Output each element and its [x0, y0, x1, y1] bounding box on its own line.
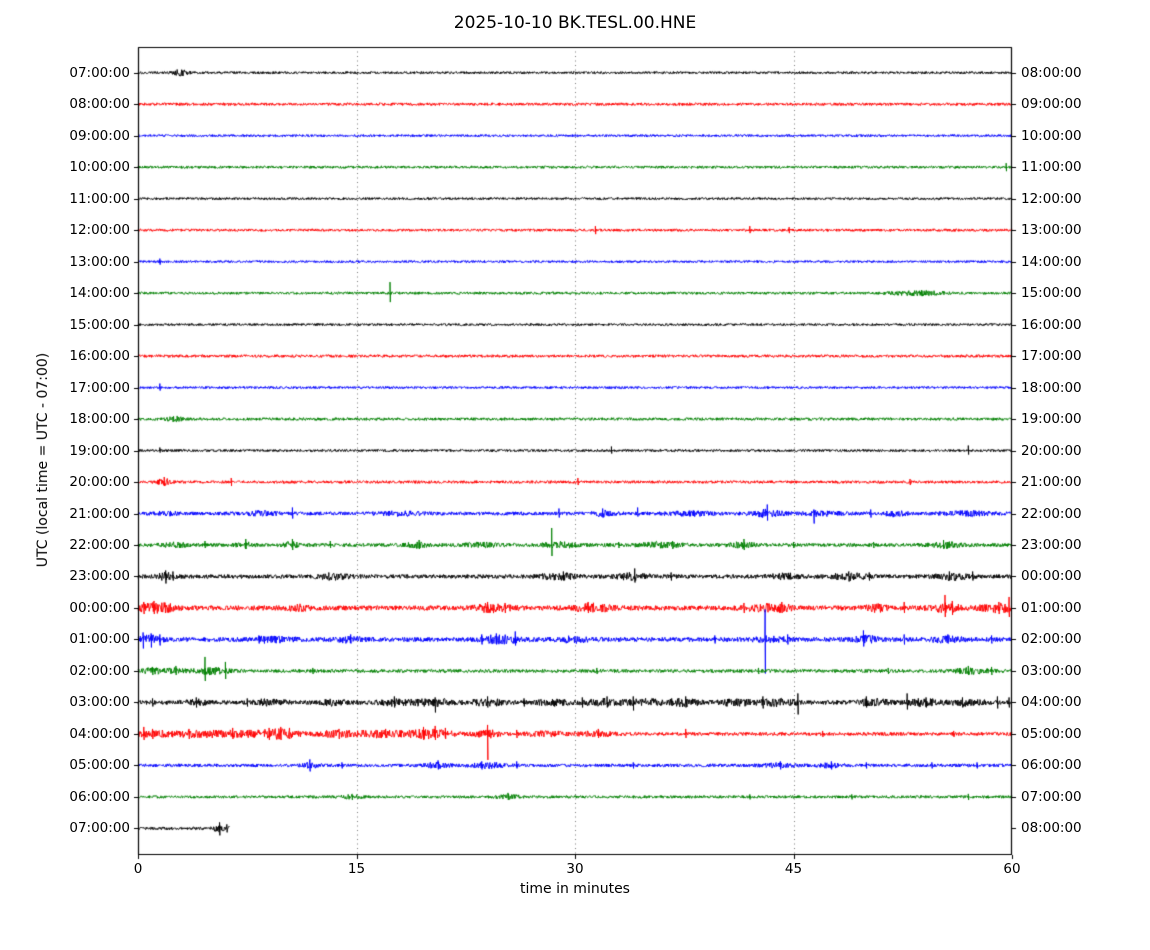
local-time-label: 11:00:00	[1021, 159, 1082, 176]
utc-time-label: 00:00:00	[69, 599, 130, 616]
local-time-label: 12:00:00	[1021, 190, 1082, 207]
utc-time-label: 14:00:00	[69, 285, 130, 302]
local-time-label: 01:00:00	[1021, 599, 1082, 616]
plot-title: 2025-10-10 BK.TESL.00.HNE	[453, 13, 697, 33]
local-time-label: 22:00:00	[1021, 505, 1082, 522]
utc-time-label: 10:00:00	[69, 159, 130, 176]
utc-time-label: 04:00:00	[69, 725, 130, 742]
utc-time-label: 05:00:00	[69, 757, 130, 774]
local-time-label: 14:00:00	[1021, 253, 1082, 270]
utc-time-label: 12:00:00	[69, 222, 130, 239]
utc-time-label: 20:00:00	[69, 474, 130, 491]
local-time-label: 18:00:00	[1021, 379, 1082, 396]
x-tick-label: 30	[566, 861, 584, 877]
utc-time-label: 19:00:00	[69, 442, 130, 459]
local-time-label: 03:00:00	[1021, 662, 1082, 679]
local-time-label: 16:00:00	[1021, 316, 1082, 333]
utc-time-label: 22:00:00	[69, 537, 130, 553]
utc-time-label: 17:00:00	[69, 379, 130, 396]
local-time-label: 04:00:00	[1021, 694, 1082, 711]
local-time-label: 08:00:00	[1021, 64, 1082, 81]
utc-time-label: 23:00:00	[69, 568, 130, 585]
local-time-label: 05:00:00	[1021, 725, 1082, 742]
utc-time-label: 08:00:00	[69, 96, 130, 113]
local-time-label: 21:00:00	[1021, 474, 1082, 491]
utc-time-label: 11:00:00	[69, 190, 130, 207]
utc-time-label: 07:00:00	[69, 64, 130, 81]
local-time-label: 20:00:00	[1021, 442, 1082, 459]
utc-time-label: 15:00:00	[69, 316, 130, 333]
utc-time-label: 02:00:00	[69, 662, 130, 679]
local-time-label: 17:00:00	[1021, 348, 1082, 365]
utc-time-label: 03:00:00	[69, 694, 130, 711]
utc-time-label: 09:00:00	[69, 127, 130, 144]
utc-time-label: 18:00:00	[69, 411, 130, 428]
utc-time-label: 16:00:00	[69, 348, 130, 365]
local-time-label: 13:00:00	[1021, 222, 1082, 239]
utc-time-label: 21:00:00	[69, 505, 130, 522]
local-time-label: 06:00:00	[1021, 757, 1082, 774]
x-tick-label: 0	[133, 861, 143, 877]
local-time-label: 00:00:00	[1021, 568, 1082, 585]
utc-time-label: 01:00:00	[69, 631, 130, 648]
utc-time-label: 07:00:00	[69, 820, 130, 837]
x-axis-label: time in minutes	[520, 881, 630, 897]
local-time-label: 02:00:00	[1021, 631, 1082, 648]
local-time-label: 23:00:00	[1021, 537, 1082, 553]
local-time-label: 08:00:00	[1021, 820, 1082, 837]
local-time-label: 07:00:00	[1021, 788, 1082, 805]
utc-time-label: 06:00:00	[69, 788, 130, 805]
local-time-label: 15:00:00	[1021, 285, 1082, 302]
x-tick-label: 15	[347, 861, 366, 877]
local-time-label: 10:00:00	[1021, 127, 1082, 144]
x-tick-label: 45	[784, 861, 803, 877]
x-tick-label: 60	[1003, 861, 1021, 877]
utc-time-label: 13:00:00	[69, 253, 130, 270]
local-time-label: 19:00:00	[1021, 411, 1082, 428]
local-time-label: 09:00:00	[1021, 96, 1082, 113]
